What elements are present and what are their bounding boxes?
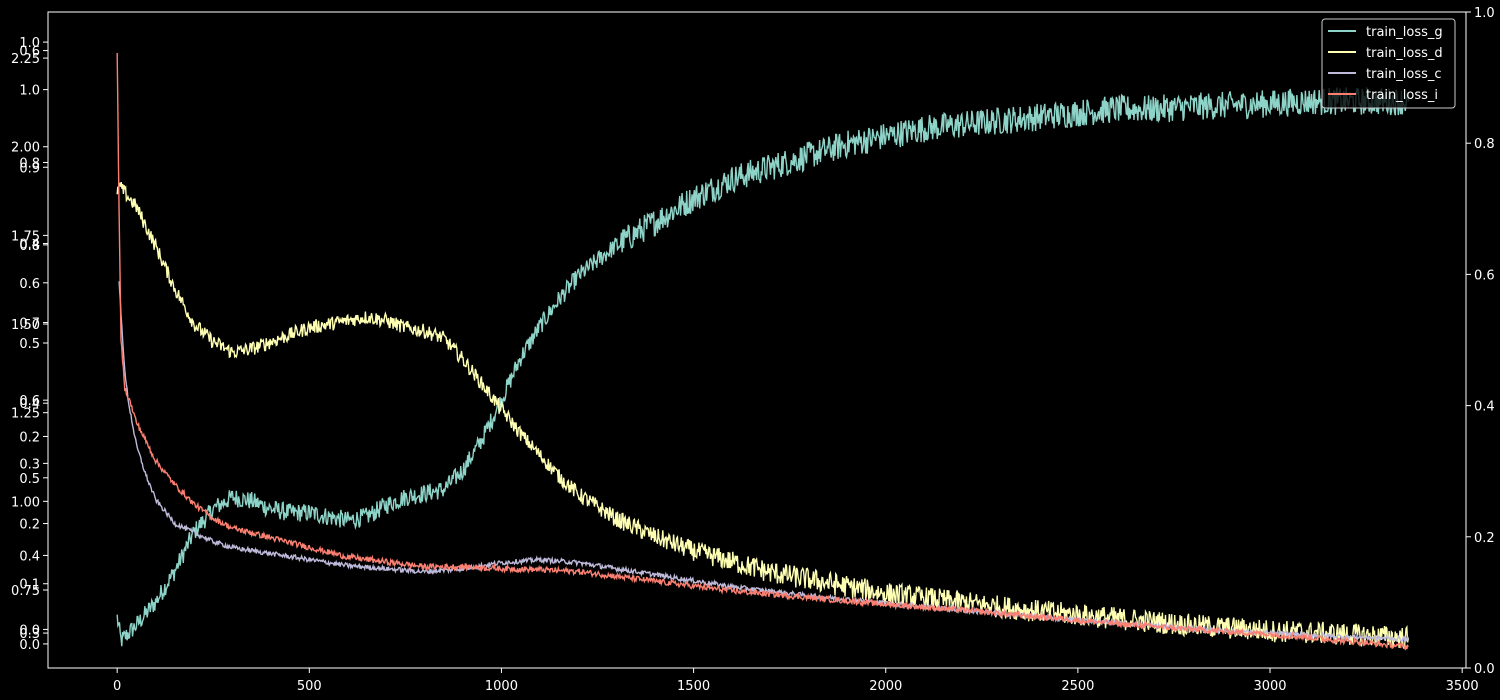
x-tick-label: 3500 xyxy=(1446,679,1479,694)
y-tick-label-train_loss_g: 0.4 xyxy=(19,549,40,564)
y-tick-label-train_loss_g: 1.0 xyxy=(19,84,40,99)
x-tick-label: 2000 xyxy=(869,679,902,694)
right-y-tick-label: 0.8 xyxy=(1474,137,1495,152)
x-tick-label: 2500 xyxy=(1061,679,1094,694)
right-y-tick-label: 0.2 xyxy=(1474,531,1495,546)
y-tick-label-train_loss_c: 0.2 xyxy=(19,518,40,533)
legend: train_loss_g train_loss_d train_loss_ctrai… xyxy=(1321,18,1456,109)
x-tick-label: 3000 xyxy=(1253,679,1286,694)
y-tick-label-train_loss_i: 0.2 xyxy=(19,430,40,445)
y-axis-left: 0.30.40.50.60.70.80.91.00.751.001.251.50… xyxy=(11,36,48,653)
y-tick-label-train_loss_d: 1.25 xyxy=(11,407,40,422)
legend-label-train_loss_g: train_loss_g xyxy=(1366,25,1443,40)
series-layer xyxy=(116,52,1410,651)
legend-box xyxy=(1321,18,1456,109)
y-tick-label-train_loss_c: 0.6 xyxy=(19,277,40,292)
legend-label-train_loss_d: train_loss_d xyxy=(1366,46,1443,61)
legend-label-train_loss_c: train_loss_c xyxy=(1366,67,1442,82)
plot-frame xyxy=(47,11,1467,669)
x-tick-label: 1000 xyxy=(485,679,518,694)
x-tick-label: 500 xyxy=(297,679,322,694)
y-tick-label-train_loss_i: 0.6 xyxy=(19,45,40,60)
y-tick-label-train_loss_i: 0.4 xyxy=(19,238,40,253)
y-tick-label-train_loss_g: 0.6 xyxy=(19,394,40,409)
y-tick-label-train_loss_g: 0.3 xyxy=(19,627,40,642)
y-tick-label-train_loss_d: 2.00 xyxy=(11,141,40,156)
y-tick-label-train_loss_g: 0.7 xyxy=(19,317,40,332)
y-tick-label-train_loss_c: 0.0 xyxy=(19,638,40,653)
y-tick-label-train_loss_c: 1.0 xyxy=(19,36,40,51)
y-tick-label-train_loss_c: 0.1 xyxy=(19,578,40,593)
series-line-train_loss_g xyxy=(116,86,1410,647)
legend-label-train_loss_i: train_loss_i xyxy=(1366,88,1438,103)
y-tick-label-train_loss_c: 0.4 xyxy=(19,397,40,412)
y-tick-label-train_loss_c: 0.8 xyxy=(19,156,40,171)
x-tick-label: 0 xyxy=(113,679,121,694)
y-tick-label-train_loss_d: 2.25 xyxy=(11,52,40,67)
right-y-tick-label: 0.6 xyxy=(1474,268,1495,283)
y-tick-label-train_loss_g: 0.8 xyxy=(19,239,40,254)
series-line-train_loss_i xyxy=(116,52,1409,651)
y-tick-label-train_loss_c: 0.5 xyxy=(19,337,40,352)
right-y-tick-label: 0.0 xyxy=(1474,662,1495,677)
y-tick-label-train_loss_d: 1.00 xyxy=(11,495,40,510)
x-axis: 0 500 1000 1500 2000 2500 3000 3500 xyxy=(113,668,1479,694)
x-tick-label: 1500 xyxy=(677,679,710,694)
y-tick-label-train_loss_g: 0.5 xyxy=(19,472,40,487)
y-tick-label-train_loss_i: 0.0 xyxy=(19,623,40,638)
y-tick-label-train_loss_c: 0.3 xyxy=(19,457,40,472)
y-tick-label-train_loss_d: 1.50 xyxy=(11,318,40,333)
y-tick-label-train_loss_d: 0.75 xyxy=(11,584,40,599)
right-y-tick-label: 1.0 xyxy=(1474,6,1495,21)
y-axis-right: 0.0 0.2 0.4 0.6 0.8 1.0 xyxy=(1466,6,1495,677)
y-tick-label-train_loss_g: 0.9 xyxy=(19,161,40,176)
y-tick-label-train_loss_d: 1.75 xyxy=(11,229,40,244)
right-y-tick-label: 0.4 xyxy=(1474,400,1495,415)
